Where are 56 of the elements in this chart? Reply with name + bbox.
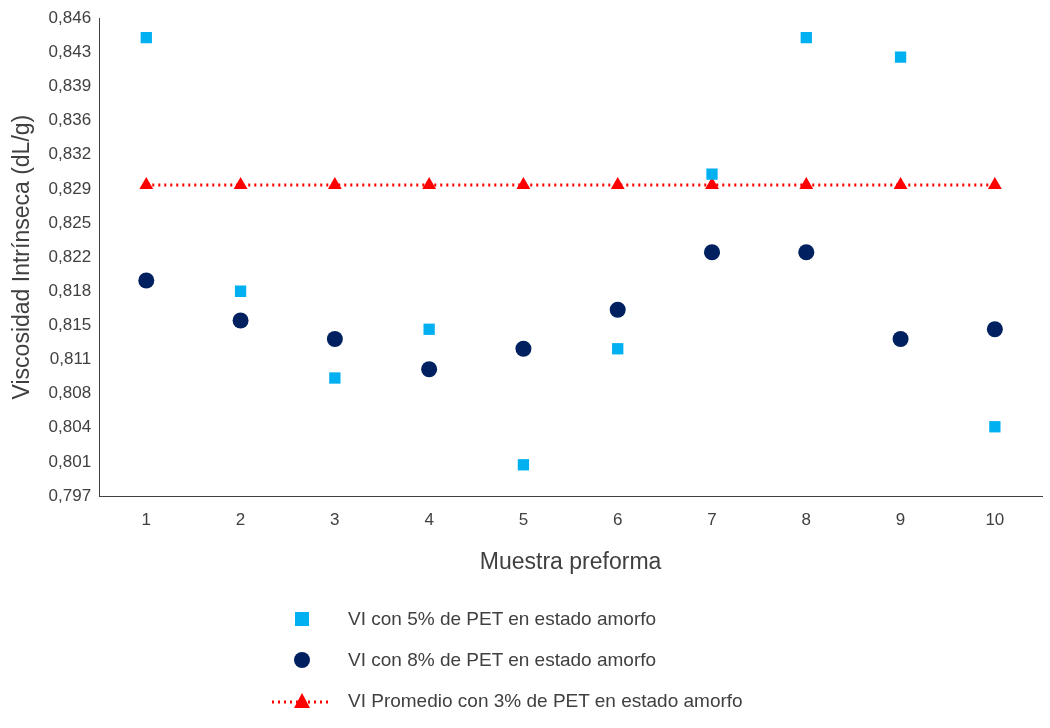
point [704,244,720,261]
y-tick-label: 0,811 [49,349,92,369]
y-tick-label: 0,801 [48,451,92,471]
point [234,285,247,297]
y-tick-label: 0,818 [48,280,92,300]
y-axis-title: Viscosidad Intrínseca (dL/g) [8,114,35,400]
legend-label: VI Promedio con 3% de PET en estado amorfo [348,689,743,712]
x-tick-label: 5 [518,509,529,529]
y-tick-label: 0,832 [48,144,92,164]
point [610,176,625,189]
point [138,272,155,289]
x-tick-label: 7 [707,509,717,529]
y-tick-label: 0,815 [48,315,92,335]
y-tick-label: 0,804 [48,417,92,437]
point [423,323,435,335]
point [609,301,626,318]
point [327,176,342,189]
y-tick-label: 0,797 [48,485,92,505]
point [706,168,718,180]
x-axis-title: Muestra preforma [479,547,662,574]
point [421,361,438,378]
point [798,244,815,261]
x-tick-label: 6 [612,509,623,529]
point [893,176,908,189]
point [233,176,248,189]
point [516,176,531,189]
point [799,176,814,189]
point [515,340,532,357]
point [892,331,909,348]
x-tick-label: 9 [895,509,906,529]
point [326,331,343,348]
legend-label: VI con 8% de PET en estado amorfo [348,648,657,671]
x-tick-label: 4 [424,509,434,529]
y-tick-label: 0,843 [48,42,92,62]
point [989,421,1001,433]
x-tick-label: 8 [801,509,812,529]
point [329,372,341,384]
y-tick-label: 0,825 [48,212,92,232]
y-tick-label: 0,839 [48,76,92,96]
point [612,343,624,355]
y-tick-label: 0,836 [48,110,92,130]
y-tick-label: 0,822 [48,246,92,266]
point [422,176,437,189]
legend-label: VI con 5% de PET en estado amorfo [348,607,657,630]
x-tick-label: 10 [985,509,1005,529]
x-tick-label: 3 [330,509,340,529]
y-tick-label: 0,829 [48,178,92,198]
y-tick-label: 0,846 [48,7,92,27]
y-tick-label: 0,808 [48,383,92,403]
point [986,321,1003,338]
point [232,312,249,329]
point [987,176,1002,189]
point [139,176,154,189]
point [517,459,530,471]
x-tick-label: 1 [141,509,152,529]
x-tick-label: 2 [235,509,246,529]
